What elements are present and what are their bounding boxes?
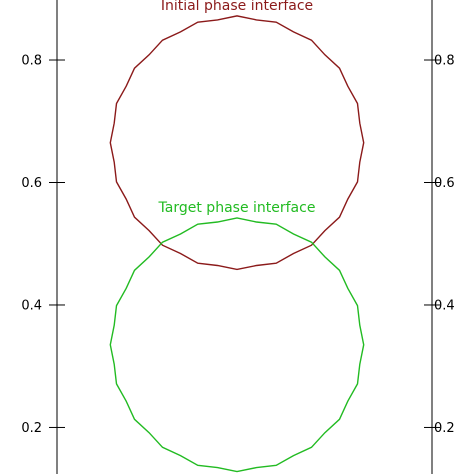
left-tick-label-0-6: 0.6 [21,176,42,191]
right-tick-label-0-4: 0.4 [434,298,455,313]
target-interface-label: Target phase interface [158,200,316,216]
interface-curves [109,15,365,473]
annotations: Initial phase interface Target phase inte… [158,0,316,216]
left-tick-label-0-8: 0.8 [21,54,42,69]
initial-interface-curve [109,15,365,271]
left-tick-label-0-4: 0.4 [21,298,42,313]
target-interface-curve [109,217,365,473]
y-ticks: 0.2 0.2 0.4 0.4 0.6 0.6 0.8 0.8 [21,54,454,436]
right-tick-label-0-6: 0.6 [434,176,455,191]
left-tick-label-0-2: 0.2 [21,421,42,436]
initial-interface-label: Initial phase interface [161,0,313,14]
right-tick-label-0-2: 0.2 [434,421,455,436]
right-tick-label-0-8: 0.8 [434,54,455,69]
